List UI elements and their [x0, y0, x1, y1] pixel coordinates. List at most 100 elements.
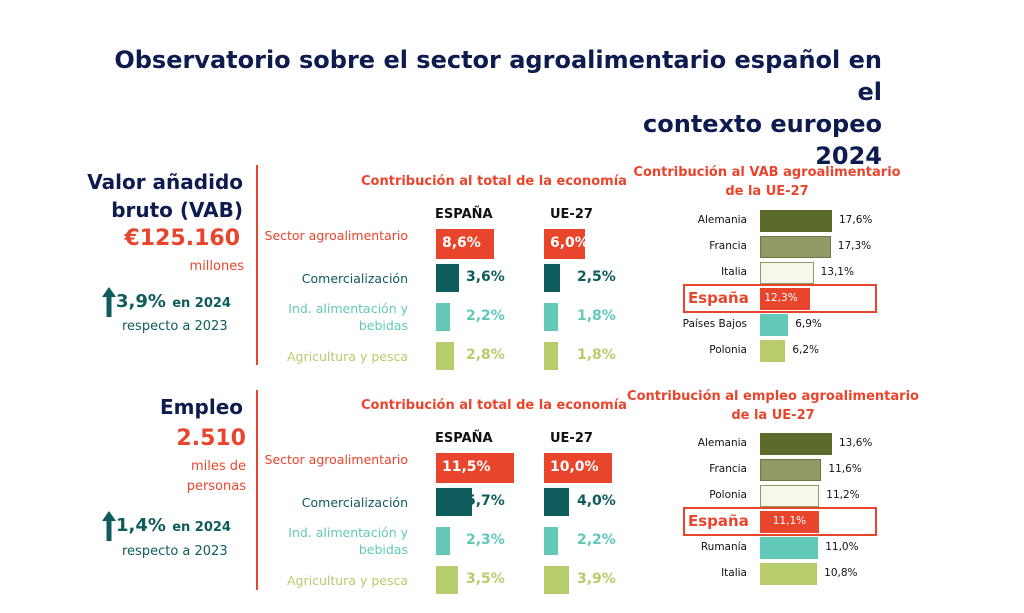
empleo-growth: 1,4% en 2024	[102, 511, 262, 541]
vab-rank-title-line-1: Contribución al VAB agroalimentario	[633, 165, 901, 180]
vab-rank-title: Contribución al VAB agroalimentario de l…	[612, 163, 922, 201]
rank-bar	[760, 563, 818, 585]
row-label: Sector agroalimentario	[264, 228, 408, 243]
empleo-title: Empleo	[160, 395, 243, 419]
bar-espana	[436, 453, 515, 483]
bar-ue27	[544, 488, 570, 516]
rank-bar	[760, 262, 814, 284]
data-label: 6,0%	[550, 235, 589, 251]
bar-ue27	[544, 303, 558, 331]
rank-bar	[760, 537, 819, 559]
data-label: 2,8%	[466, 347, 505, 363]
rank-bar	[760, 485, 820, 507]
rank-value: 11,1%	[772, 515, 807, 527]
rank-name: Países Bajos	[682, 318, 747, 330]
rank-name: Italia	[721, 266, 747, 278]
row-label: Comercialización	[301, 270, 408, 286]
rank-bar	[760, 236, 831, 258]
row-label: Comercialización	[301, 494, 408, 510]
rank-name: Polonia	[709, 489, 747, 501]
data-label: 1,8%	[577, 347, 616, 363]
empleo-respect: respecto a 2023	[122, 544, 228, 559]
bar-espana	[436, 527, 451, 555]
rank-name: Alemania	[697, 437, 747, 449]
empleo-rank-title-line-1: Contribución al empleo agroalimentario	[627, 389, 919, 404]
rank-name: España	[688, 512, 749, 530]
empleo-unit-line-2: personas	[186, 479, 246, 494]
vab-unit: millones	[189, 259, 244, 274]
bar-espana	[436, 488, 472, 516]
rank-value: 17,6%	[839, 214, 873, 226]
data-label: 10,0%	[550, 459, 599, 475]
empleo-growth-suffix: en 2024	[172, 520, 231, 535]
rank-name: España	[688, 289, 749, 307]
data-label: 2,2%	[577, 532, 616, 548]
rank-value: 13,6%	[839, 437, 873, 449]
highlight-frame	[683, 284, 877, 313]
rank-value: 11,0%	[825, 541, 859, 553]
rank-bar	[760, 314, 789, 336]
rank-value: 11,2%	[826, 489, 860, 501]
arrow-up-icon	[102, 511, 116, 541]
page-title: Observatorio sobre el sector agroaliment…	[100, 44, 882, 172]
vab-respect: respecto a 2023	[122, 319, 228, 334]
row-label: Agricultura y pesca	[286, 572, 408, 588]
highlight-frame	[683, 507, 877, 536]
data-label: 5,7%	[466, 493, 505, 509]
rank-bar	[760, 433, 832, 455]
data-label: 3,5%	[466, 571, 505, 587]
rank-name: Italia	[721, 567, 747, 579]
rank-value: 6,2%	[792, 344, 820, 356]
vab-contrib-title: Contribución al total de la economía	[361, 174, 627, 189]
empleo-contrib-title: Contribución al total de la economía	[361, 398, 627, 413]
empleo-value: 2.510	[176, 426, 246, 451]
rank-name: Francia	[709, 240, 747, 252]
data-label: 11,5%	[442, 459, 491, 475]
empleo-growth-value: 1,4%	[116, 515, 166, 536]
bar-espana	[436, 342, 454, 370]
data-label: 1,8%	[577, 308, 616, 324]
bar-ue27	[544, 527, 558, 555]
vab-growth: 3,9% en 2024	[102, 287, 262, 317]
empleo-rank-title-line-2: de la UE-27	[731, 408, 815, 423]
row-label: Ind. alimentación y bebidas	[288, 525, 408, 557]
empleo-col-espana: ESPAÑA	[435, 431, 493, 446]
data-label: 3,9%	[577, 571, 616, 587]
empleo-rank-title: Contribución al empleo agroalimentario d…	[612, 387, 934, 425]
bar-ue27	[544, 342, 558, 370]
data-label: 2,3%	[466, 532, 505, 548]
bar-ue27	[544, 453, 612, 483]
rank-value: 6,9%	[795, 318, 822, 330]
vab-growth-value: 3,9%	[116, 291, 166, 312]
rank-bar	[760, 459, 822, 481]
empleo-col-ue: UE-27	[550, 431, 593, 446]
empleo-unit-line-1: miles de	[190, 459, 246, 474]
data-label: 4,0%	[577, 493, 616, 509]
row-label: Sector agroalimentario	[264, 452, 408, 467]
vab-col-espana: ESPAÑA	[435, 207, 493, 222]
vab-title-line-1: Valor añadido	[87, 170, 243, 194]
rank-value: 10,8%	[824, 567, 858, 579]
empleo-divider	[256, 390, 258, 590]
rank-value: 12,3%	[764, 292, 798, 304]
title-line-1: Observatorio sobre el sector agroaliment…	[114, 46, 882, 106]
row-label: Ind. alimentación y bebidas	[288, 301, 408, 333]
rank-bar	[760, 340, 786, 362]
rank-bar	[760, 511, 819, 533]
vab-title: Valor añadido bruto (VAB)	[40, 168, 243, 224]
vab-growth-suffix: en 2024	[172, 296, 231, 311]
title-line-2: contexto europeo	[643, 110, 882, 138]
rank-name: Rumanía	[700, 541, 747, 553]
empleo-unit: miles de personas	[40, 457, 246, 497]
arrow-up-icon	[102, 287, 116, 317]
rank-name: Francia	[709, 463, 747, 475]
bar-ue27	[544, 566, 569, 594]
data-label: 2,5%	[577, 269, 616, 285]
data-label: 2,2%	[466, 308, 505, 324]
rank-bar	[760, 288, 811, 310]
rank-value: 13,1%	[820, 266, 854, 278]
bar-espana	[436, 264, 459, 292]
bar-espana	[436, 303, 450, 331]
vab-value: €125.160	[124, 226, 240, 251]
row-label: Agricultura y pesca	[286, 348, 408, 364]
